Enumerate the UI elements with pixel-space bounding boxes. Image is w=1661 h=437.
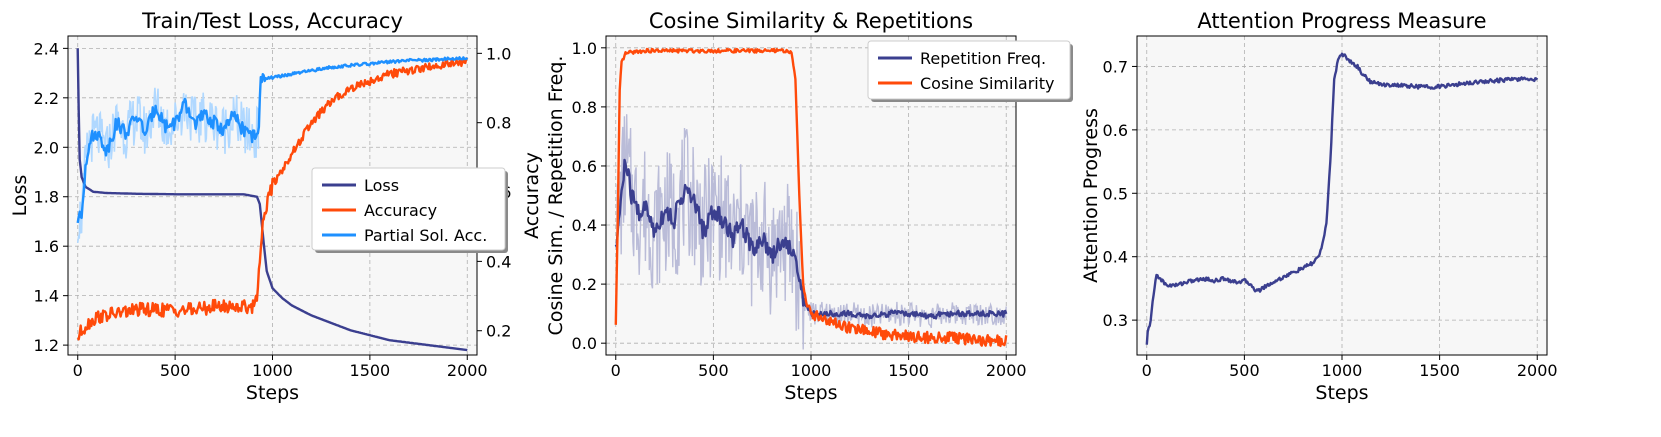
x-axis-label: Steps: [1315, 382, 1368, 404]
y-tick-label: 0.0: [572, 334, 597, 353]
x-tick-label: 0: [1142, 361, 1152, 380]
series-line-partial-sol-acc-: [76, 56, 469, 224]
y-tick-label: 0.3: [1103, 311, 1128, 330]
legend-label: Cosine Similarity: [920, 74, 1054, 93]
x-tick-label: 2000: [986, 361, 1027, 380]
chart-title: Train/Test Loss, Accuracy: [141, 9, 403, 33]
y-tick-label: 2.4: [34, 39, 59, 58]
y-tick-label: 2.0: [34, 138, 59, 157]
x-tick-label: 1500: [888, 361, 929, 380]
x-tick-label: 500: [698, 361, 729, 380]
y-tick-label: 2.2: [34, 89, 59, 108]
y-right-tick-label: 0.2: [486, 322, 511, 341]
series-group: [1145, 52, 1539, 345]
x-tick-label: 1500: [1419, 361, 1460, 380]
chart-title: Cosine Similarity & Repetitions: [649, 9, 973, 33]
y-tick-label: 0.4: [572, 216, 597, 235]
x-tick-label: 1000: [1322, 361, 1363, 380]
y-tick-label: 0.2: [572, 275, 597, 294]
series-line-accuracy: [76, 57, 469, 341]
x-tick-label: 500: [160, 361, 191, 380]
series-line-cosine-similarity: [614, 47, 1008, 348]
series-group: [614, 47, 1008, 350]
x-axis-label: Steps: [784, 382, 837, 404]
y-tick-label: 0.6: [572, 157, 597, 176]
legend: Repetition Freq. Cosine Similarity: [867, 40, 1073, 102]
series-line-attention-progress: [1145, 52, 1539, 345]
series-group: [76, 48, 469, 352]
y-tick-label: 1.6: [34, 237, 59, 256]
legend: Loss Accuracy Partial Sol. Acc.: [311, 167, 508, 253]
x-tick-label: 1500: [350, 361, 391, 380]
y-tick-label: 0.8: [572, 98, 597, 117]
x-tick-label: 0: [73, 361, 83, 380]
legend-box: [311, 167, 506, 251]
x-tick-label: 0: [611, 361, 621, 380]
panel-train-test-loss-accuracy: 0 500 1000 1500 2000 1.2 1.4 1.6 1.8 2.0 2.2 2.4 0.2…: [9, 9, 543, 404]
y-tick-label: 1.4: [34, 287, 59, 306]
plot-area: [1137, 36, 1547, 355]
y-tick-label: 1.8: [34, 188, 59, 207]
legend-label: Loss: [364, 176, 399, 195]
x-tick-label: 2000: [1517, 361, 1558, 380]
y-right-tick-label: 1.0: [486, 44, 511, 63]
x-tick-label: 500: [1229, 361, 1260, 380]
x-tick-label: 1000: [791, 361, 832, 380]
y-right-axis-label: Accuracy: [521, 152, 543, 239]
x-axis-label: Steps: [246, 382, 299, 404]
legend-label: Repetition Freq.: [920, 49, 1046, 68]
y-tick-label: 0.4: [1103, 248, 1128, 267]
y-axis-label: Cosine Sim. / Repetition Freq.: [545, 56, 567, 336]
panel-cosine-similarity-repetitions: 0 500 1000 1500 2000 0.0 0.2 0.4 0.6 0.8 1.0 Cosine…: [545, 9, 1073, 404]
panel-attention-progress-measure: 0 500 1000 1500 2000 0.3 0.4 0.5 0.6 0.7 Attention…: [1080, 9, 1558, 404]
legend-box: [867, 40, 1071, 100]
x-tick-label: 2000: [447, 361, 488, 380]
y-right-tick-label: 0.4: [486, 252, 511, 271]
y-axis-label: Loss: [9, 175, 31, 217]
y-tick-label: 1.2: [34, 336, 59, 355]
y-axis-label: Attention Progress: [1080, 108, 1102, 283]
legend-label: Accuracy: [364, 201, 437, 220]
y-tick-label: 1.0: [572, 39, 597, 58]
y-tick-label: 0.7: [1103, 57, 1128, 76]
series-line-loss: [76, 48, 468, 352]
series-raw-band: [615, 114, 1007, 350]
x-tick-label: 1000: [252, 361, 293, 380]
chart-title: Attention Progress Measure: [1197, 9, 1486, 33]
y-tick-label: 0.5: [1103, 184, 1128, 203]
legend-label: Partial Sol. Acc.: [364, 226, 487, 245]
y-right-tick-label: 0.8: [486, 114, 511, 133]
y-tick-label: 0.6: [1103, 121, 1128, 140]
